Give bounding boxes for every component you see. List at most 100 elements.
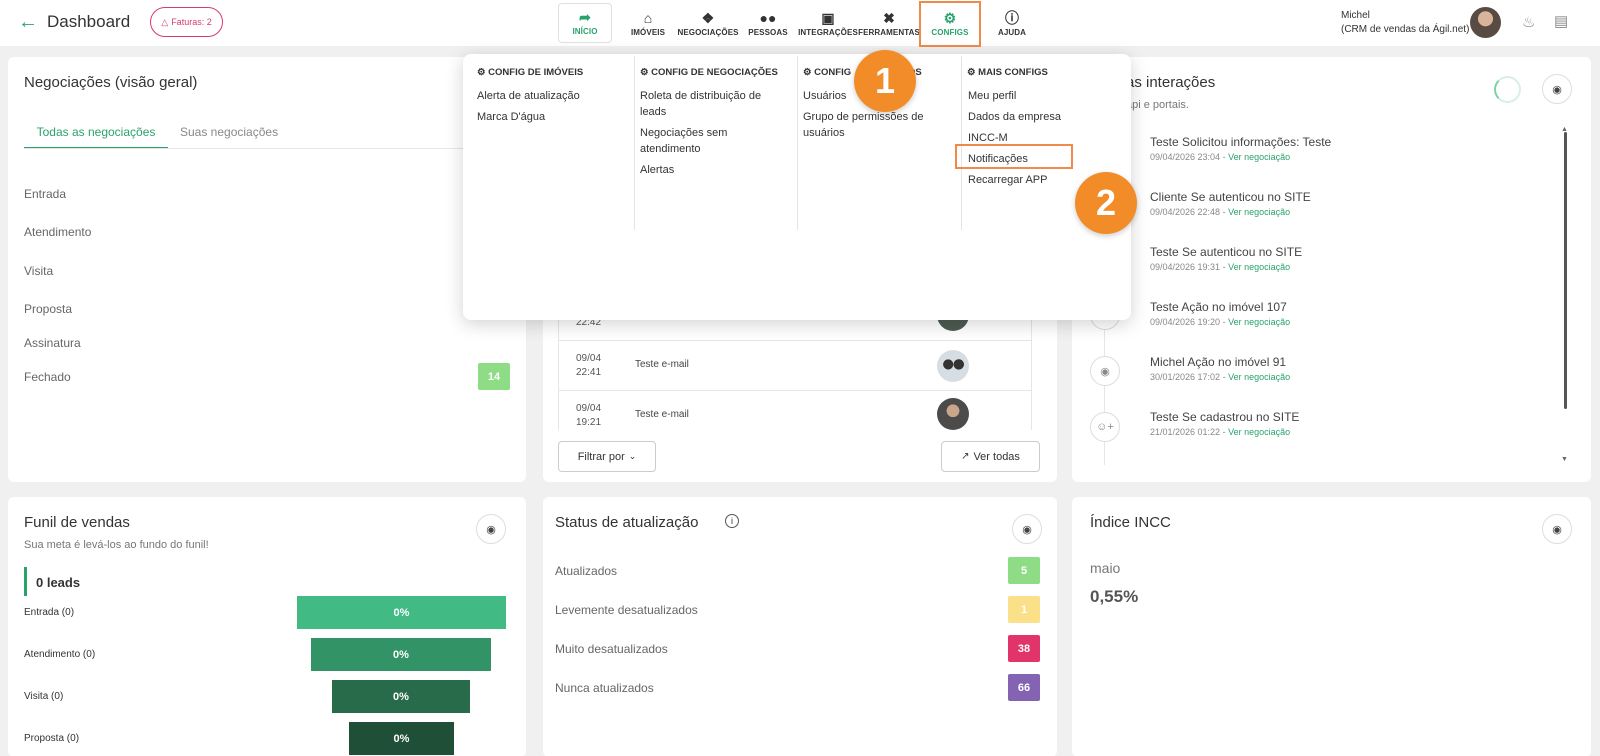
list-border-right <box>1031 290 1032 430</box>
eye-icon[interactable]: ◉ <box>1012 514 1042 544</box>
see-all-button[interactable]: ↗ Ver todas <box>941 441 1040 472</box>
config-negociacoes-heading: ⚙ CONFIG DE NEGOCIAÇÕES <box>640 67 778 78</box>
status-card <box>543 497 1057 756</box>
incc-card <box>1072 497 1591 756</box>
list-item-time: 22:42 <box>576 317 602 328</box>
funnel-bar[interactable]: 0% <box>349 722 454 755</box>
menu-item-alerta-atualizacao[interactable]: Alerta de atualização <box>477 90 580 102</box>
back-arrow-icon[interactable]: ← <box>18 11 38 33</box>
top-bar: ← Dashboard △ Faturas: 2 ➦ INÍCIO ⌂ IMÓV… <box>0 0 1600 47</box>
view-deal-link[interactable]: Ver negociação <box>1228 427 1291 437</box>
faturas-badge[interactable]: △ Faturas: 2 <box>150 7 223 37</box>
row-desc: Teste e-mail <box>635 409 689 420</box>
interaction-date: 09/04/2026 22:48 <box>1150 207 1221 217</box>
nav-ajuda[interactable]: ⓘ AJUDA <box>994 2 1030 46</box>
tab-all-label: Todas as negociações <box>36 125 156 139</box>
tools-icon: ✖ <box>883 10 895 26</box>
eye-icon: ◉ <box>1090 356 1120 386</box>
menu-item-meu-perfil[interactable]: Meu perfil <box>968 90 1017 102</box>
config-usuarios-heading: ⚙ CONFIG <box>803 67 851 78</box>
info-icon[interactable]: i <box>725 514 739 528</box>
user-subtitle: (CRM de vendas da Ágil.net) <box>1341 24 1470 35</box>
meta-separator: - <box>1222 372 1226 382</box>
see-all-label: Ver todas <box>973 450 1020 463</box>
loading-spinner <box>1494 76 1521 103</box>
interaction-date: 30/01/2026 17:02 <box>1150 372 1221 382</box>
people-icon: ●● <box>759 10 777 26</box>
interaction-meta: 30/01/2026 17:02 - Ver negociação <box>1150 372 1290 382</box>
interaction-meta: 09/04/2026 19:31 - Ver negociação <box>1150 262 1290 272</box>
nav-ferramentas[interactable]: ✖ FERRAMENTAS <box>858 2 920 46</box>
nav-inicio[interactable]: ➦ INÍCIO <box>558 3 612 43</box>
filter-label: Filtrar por <box>577 450 625 463</box>
help-icon: ⓘ <box>1004 10 1020 26</box>
funnel-bar[interactable]: 0% <box>311 638 491 671</box>
scroll-down-icon[interactable]: ▼ <box>1561 456 1568 463</box>
menu-item-incc-m[interactable]: INCC-M <box>968 132 1008 144</box>
gear-icon: ⚙ <box>803 67 812 78</box>
funnel-stage-label: Visita (0) <box>24 691 64 702</box>
status-count-badge[interactable]: 66 <box>1008 674 1040 701</box>
menu-item-alertas[interactable]: Alertas <box>640 164 675 176</box>
user-name: Michel <box>1341 10 1370 21</box>
interaction-meta: 09/04/2026 22:48 - Ver negociação <box>1150 207 1290 217</box>
external-link-icon: ↗ <box>961 451 970 462</box>
status-label: Atualizados <box>555 564 618 578</box>
menu-item-marca-dagua[interactable]: Marca D'água <box>477 111 546 123</box>
scroll-up-icon[interactable]: ▲ <box>1561 126 1568 133</box>
scrollbar[interactable] <box>1564 132 1567 409</box>
bell-icon[interactable]: ♨ <box>1522 14 1536 31</box>
user-info: Michel (CRM de vendas da Ágil.net) <box>1341 9 1469 37</box>
filter-button[interactable]: Filtrar por ⌄ <box>558 441 656 472</box>
interacoes-card <box>1072 57 1591 482</box>
meta-separator: - <box>1222 152 1226 162</box>
eye-icon[interactable]: ◉ <box>1542 514 1572 544</box>
view-deal-link[interactable]: Ver negociação <box>1228 317 1291 327</box>
status-count-badge[interactable]: 5 <box>1008 557 1040 584</box>
faturas-label: Faturas: 2 <box>171 17 212 27</box>
table-row[interactable]: 09/04 19:21 <box>576 402 601 430</box>
avatar[interactable] <box>1470 7 1501 38</box>
tab-all-negociacoes[interactable]: Todas as negociações <box>24 118 168 149</box>
mais-configs-heading-label: MAIS CONFIGS <box>978 67 1048 78</box>
fechado-count-badge[interactable]: 14 <box>478 363 510 390</box>
interaction-title: Teste Ação no imóvel 107 <box>1150 300 1287 314</box>
table-row[interactable]: 09/04 22:41 <box>576 352 601 380</box>
meta-separator: - <box>1222 207 1226 217</box>
tab-my-negociacoes[interactable]: Suas negociações <box>180 125 279 139</box>
row-divider <box>558 340 1031 341</box>
gear-icon: ⚙ <box>967 67 976 78</box>
menu-item-recarregar-app[interactable]: Recarregar APP <box>968 174 1048 186</box>
menu-item-grupo-permissoes[interactable]: Grupo de permissões de usuários <box>803 111 924 139</box>
nav-integracoes[interactable]: ▣ INTEGRAÇÕES <box>798 2 858 46</box>
gift-icon[interactable]: ▤ <box>1554 13 1569 30</box>
status-count-badge[interactable]: 1 <box>1008 596 1040 623</box>
interaction-date: 09/04/2026 19:20 <box>1150 317 1221 327</box>
view-deal-link[interactable]: Ver negociação <box>1228 152 1291 162</box>
view-deal-link[interactable]: Ver negociação <box>1228 262 1291 272</box>
row-time: 22:41 <box>576 367 602 378</box>
funnel-bar[interactable]: 0% <box>297 596 506 629</box>
house-icon: ⌂ <box>643 10 653 26</box>
eye-icon[interactable]: ◉ <box>476 514 506 544</box>
stage-entrada: Entrada <box>24 187 67 201</box>
menu-item-negociacoes-sem-atendimento[interactable]: Negociações sem atendimento <box>640 127 728 155</box>
incc-value: 0,55% <box>1090 587 1139 606</box>
menu-item-dados-empresa[interactable]: Dados da empresa <box>968 111 1061 123</box>
menu-item-roleta[interactable]: Roleta de distribuição de leads <box>640 90 762 118</box>
gear-icon: ⚙ <box>477 67 486 78</box>
view-deal-link[interactable]: Ver negociação <box>1228 372 1291 382</box>
nav-configs[interactable]: ⚙ CONFIGS <box>919 1 981 47</box>
chevron-down-icon: ⌄ <box>628 451 637 461</box>
menu-item-notificacoes[interactable]: Notificações <box>968 153 1028 165</box>
eye-icon[interactable]: ◉ <box>1542 74 1572 104</box>
menu-item-usuarios[interactable]: Usuários <box>803 90 847 102</box>
nav-imoveis-label: IMÓVEIS <box>630 28 666 37</box>
nav-imoveis[interactable]: ⌂ IMÓVEIS <box>628 2 668 46</box>
status-count-badge[interactable]: 38 <box>1008 635 1040 662</box>
funnel-bar[interactable]: 0% <box>332 680 470 713</box>
view-deal-link[interactable]: Ver negociação <box>1228 207 1291 217</box>
column-divider <box>634 56 635 230</box>
nav-pessoas[interactable]: ●● PESSOAS <box>748 2 788 46</box>
nav-negociacoes[interactable]: ❖ NEGOCIAÇÕES <box>677 2 738 46</box>
